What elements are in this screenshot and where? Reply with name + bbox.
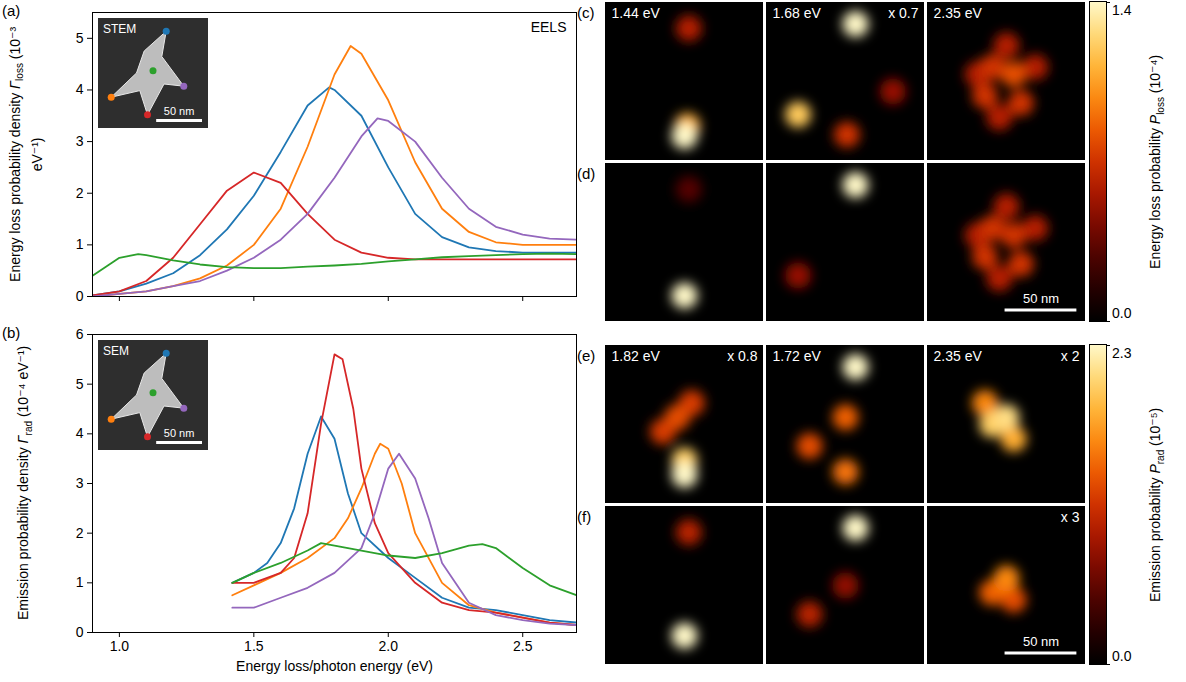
- svg-text:1.72 eV: 1.72 eV: [773, 348, 822, 364]
- html-text:(f): (f): [577, 508, 592, 525]
- html-text:(c): (c): [577, 4, 595, 21]
- html-text:Energy loss probability densit: Energy loss probability density: [6, 88, 23, 282]
- html-text:(10⁻⁴): (10⁻⁴): [1147, 54, 1164, 97]
- svg-text:2.35 eV: 2.35 eV: [934, 348, 983, 364]
- svg-text:50 nm: 50 nm: [1023, 291, 1059, 306]
- svg-text:2.0: 2.0: [379, 638, 399, 654]
- html-text:rad: rad: [1154, 449, 1166, 464]
- svg-text:50 nm: 50 nm: [164, 105, 195, 117]
- svg-text:SEM: SEM: [103, 344, 129, 358]
- html-text:Γ: Γ: [15, 435, 32, 444]
- html-text:(10⁻⁴ eV⁻¹): (10⁻⁴ eV⁻¹): [15, 345, 32, 421]
- svg-text:Energy loss/photon energy (eV): Energy loss/photon energy (eV): [236, 658, 433, 674]
- svg-text:5: 5: [76, 376, 84, 392]
- svg-text:EELS: EELS: [531, 19, 567, 35]
- svg-text:4: 4: [76, 425, 84, 441]
- svg-text:50 nm: 50 nm: [164, 427, 195, 439]
- html-text:rad: rad: [22, 421, 34, 436]
- html-text:P: P: [1147, 114, 1164, 124]
- svg-text:2.5: 2.5: [513, 638, 533, 654]
- html-text:(10⁻³ eV⁻¹): (10⁻³ eV⁻¹): [6, 26, 45, 171]
- html-text:Γ: Γ: [6, 80, 23, 89]
- html-text:P: P: [1147, 463, 1164, 474]
- svg-text:2.35 eV: 2.35 eV: [934, 5, 983, 21]
- svg-text:0: 0: [76, 624, 84, 640]
- svg-text:5: 5: [76, 30, 84, 46]
- svg-text:x 3: x 3: [1061, 509, 1080, 525]
- svg-text:6: 6: [76, 326, 84, 342]
- svg-text:1.0: 1.0: [110, 638, 130, 654]
- svg-text:1: 1: [76, 574, 84, 590]
- html-text:Emission probability: Emission probability: [1147, 473, 1164, 602]
- svg-text:2: 2: [76, 525, 84, 541]
- svg-text:2: 2: [76, 185, 84, 201]
- html-text:(10⁻⁵): (10⁻⁵): [1147, 407, 1164, 450]
- html-text:1.4: 1.4: [1112, 2, 1132, 18]
- svg-text:4: 4: [76, 81, 84, 97]
- html-text:(b): (b): [2, 324, 21, 341]
- svg-text:0: 0: [76, 288, 84, 304]
- svg-text:x 0.7: x 0.7: [888, 5, 919, 21]
- html-text:0.0: 0.0: [1112, 648, 1132, 664]
- svg-text:x 2: x 2: [1061, 348, 1080, 364]
- html-text:loss: loss: [1154, 96, 1166, 115]
- html-text:(a): (a): [2, 2, 21, 19]
- html-text:Energy loss probability: Energy loss probability: [1147, 123, 1164, 269]
- svg-text:1.68 eV: 1.68 eV: [773, 5, 822, 21]
- svg-text:1.82 eV: 1.82 eV: [612, 348, 661, 364]
- svg-text:1.5: 1.5: [244, 638, 264, 654]
- svg-text:50 nm: 50 nm: [1023, 634, 1059, 649]
- svg-text:1: 1: [76, 236, 84, 252]
- svg-text:1.44 eV: 1.44 eV: [612, 5, 661, 21]
- svg-text:3: 3: [76, 133, 84, 149]
- html-text:Emission probability density: Emission probability density: [15, 443, 32, 621]
- html-text:(e): (e): [577, 347, 596, 364]
- svg-text:3: 3: [76, 475, 84, 491]
- html-text:loss: loss: [14, 62, 26, 81]
- html-text:0.0: 0.0: [1112, 305, 1132, 321]
- html-text:(d): (d): [577, 165, 596, 182]
- svg-text:x 0.8: x 0.8: [727, 348, 758, 364]
- svg-text:STEM: STEM: [103, 22, 136, 36]
- html-text:2.3: 2.3: [1112, 345, 1132, 361]
